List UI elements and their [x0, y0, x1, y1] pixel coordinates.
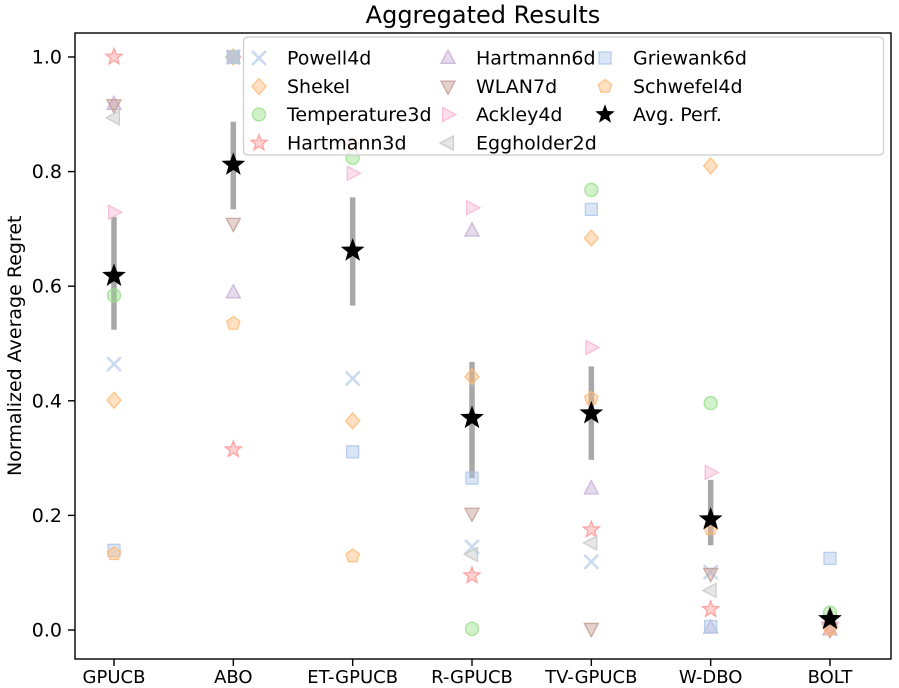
marker-ackley4d-et-gpucb: [346, 165, 362, 182]
avg-star-gpucb: [102, 263, 126, 286]
marker-ackley4d-gpucb: [107, 204, 124, 221]
y-axis-label: Normalized Average Regret: [4, 215, 26, 477]
marker-eggholder2d-gpucb: [104, 109, 121, 126]
legend-hartmann3d-icon: [249, 132, 269, 152]
legend-temperature3d-icon: [251, 107, 267, 122]
marker-hartmann6d-tv-gpucb: [583, 479, 600, 495]
x-tick-label-tv-gpucb: TV-GPUCB: [544, 667, 637, 688]
legend-label-shekel: Shekel: [287, 76, 350, 98]
marker-schwefel4d-abo: [225, 315, 241, 330]
y-tick-label: 1.0: [32, 47, 62, 69]
marker-shekel-tv-gpucb: [583, 229, 600, 248]
marker-hartmann3d-gpucb: [104, 46, 124, 66]
marker-ackley4d-tv-gpucb: [585, 339, 601, 356]
chart-title: Aggregated Results: [365, 1, 601, 29]
y-tick-label: 0.8: [32, 161, 62, 183]
marker-schwefel4d-et-gpucb: [345, 548, 361, 563]
avg-star-bolt: [818, 606, 842, 630]
marker-schwefel4d-gpucb: [106, 545, 122, 561]
legend-avg-perf-icon: [595, 104, 615, 123]
marker-shekel-w-dbo: [702, 156, 719, 175]
marker-powell4d-r-gpucb: [464, 539, 480, 555]
marker-wlan7d-r-gpucb: [463, 507, 481, 523]
legend-label-hartmann6d: Hartmann6d: [476, 48, 596, 70]
legend-label-temperature3d: Temperature3d: [286, 104, 432, 126]
legend-label-schwefel4d: Schwefel4d: [633, 76, 743, 98]
legend-schwefel4d-icon: [597, 78, 613, 93]
legend-label-powell4d: Powell4d: [287, 48, 371, 70]
x-tick-label-gpucb: GPUCB: [83, 667, 146, 688]
legend-ackley4d-icon: [441, 106, 458, 123]
legend-label-ackley4d: Ackley4d: [476, 104, 562, 126]
legend-label-eggholder2d: Eggholder2d: [476, 133, 597, 155]
marker-wlan7d-abo: [225, 217, 242, 233]
legend-eggholder2d-icon: [438, 134, 455, 152]
marker-shekel-r-gpucb: [464, 367, 480, 386]
x-tick-label-et-gpucb: ET-GPUCB: [307, 667, 398, 688]
marker-ackley4d-w-dbo: [704, 464, 720, 481]
legend-hartmann6d-icon: [439, 48, 457, 65]
marker-ackley4d-r-gpucb: [465, 199, 482, 216]
avg-star-r-gpucb: [460, 405, 484, 429]
y-tick-label: 0.4: [32, 390, 62, 412]
marker-eggholder2d-tv-gpucb: [582, 534, 598, 551]
legend-shekel-icon: [251, 77, 267, 96]
y-tick-label: 0.0: [32, 620, 62, 642]
x-tick-label-abo: ABO: [214, 667, 253, 688]
marker-hartmann3d-r-gpucb: [462, 565, 482, 584]
legend-label-wlan7d: WLAN7d: [476, 76, 557, 98]
marker-griewank6d-tv-gpucb: [584, 202, 598, 217]
marker-griewank6d-abo: [226, 50, 240, 64]
marker-wlan7d-tv-gpucb: [583, 622, 600, 639]
legend-box: [242, 36, 885, 156]
marker-griewank6d-r-gpucb: [465, 471, 479, 485]
marker-griewank6d-et-gpucb: [346, 445, 360, 459]
y-tick-label: 0.6: [32, 276, 62, 298]
marker-wlan7d-gpucb: [105, 99, 123, 115]
avg-star-w-dbo: [698, 506, 723, 530]
x-tick-label-r-gpucb: R-GPUCB: [431, 667, 513, 688]
x-tick-label-w-dbo: W-DBO: [679, 667, 743, 688]
plot-border: [74, 32, 892, 660]
legend-label-hartmann3d: Hartmann3d: [287, 133, 407, 155]
marker-hartmann3d-w-dbo: [700, 599, 721, 618]
x-tick-label-bolt: BOLT: [808, 667, 854, 688]
legend-wlan7d-icon: [439, 80, 457, 96]
marker-temperature3d-tv-gpucb: [584, 182, 599, 198]
marker-powell4d-gpucb: [106, 356, 122, 372]
marker-shekel-abo: [225, 48, 242, 66]
marker-eggholder2d-w-dbo: [701, 582, 717, 599]
marker-temperature3d-gpucb: [106, 288, 122, 303]
marker-shekel-et-gpucb: [344, 411, 361, 430]
avg-star-abo: [221, 152, 246, 175]
legend-powell4d-icon: [251, 50, 267, 66]
marker-powell4d-et-gpucb: [345, 370, 361, 386]
marker-shekel-gpucb: [106, 391, 122, 410]
legend-label-avg-perf: Avg. Perf.: [633, 104, 722, 126]
marker-griewank6d-w-dbo: [704, 619, 718, 634]
legend-label-griewank6d: Griewank6d: [633, 48, 747, 70]
avg-star-et-gpucb: [340, 238, 365, 261]
marker-temperature3d-w-dbo: [703, 395, 718, 411]
marker-hartmann3d-abo: [223, 439, 244, 458]
marker-powell4d-tv-gpucb: [583, 554, 599, 570]
marker-hartmann6d-abo: [225, 283, 242, 299]
y-tick-label: 0.2: [32, 505, 62, 527]
marker-griewank6d-bolt: [823, 551, 837, 566]
marker-hartmann3d-tv-gpucb: [581, 519, 602, 539]
marker-hartmann6d-r-gpucb: [463, 221, 481, 237]
legend-griewank6d-icon: [598, 51, 612, 65]
avg-star-tv-gpucb: [579, 400, 604, 424]
marker-wlan7d-w-dbo: [702, 567, 719, 584]
marker-eggholder2d-r-gpucb: [462, 546, 479, 563]
marker-temperature3d-r-gpucb: [464, 621, 480, 637]
